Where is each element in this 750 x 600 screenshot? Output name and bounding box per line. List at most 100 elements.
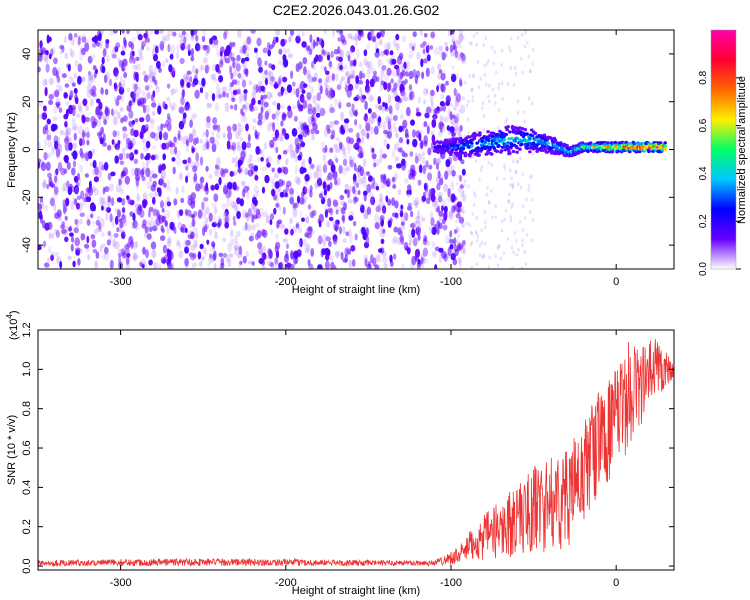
spectrogram-cell [178, 250, 184, 259]
spectrogram-cell [367, 175, 373, 183]
spectrogram-cell [266, 72, 271, 79]
spectrogram-cell [109, 213, 113, 222]
spectrogram-cell [340, 124, 344, 133]
spectrogram-cell [450, 44, 453, 53]
spectrogram-cell [310, 163, 315, 169]
spectrogram-cell [365, 122, 371, 132]
spectrogram-cell [382, 121, 386, 130]
spectrogram-cell [454, 107, 457, 112]
spectrogram-cell [367, 66, 373, 74]
spectrogram-cell [274, 245, 279, 254]
spectrogram-cell [507, 198, 510, 203]
spectrogram-cell [323, 194, 327, 202]
spectrogram-cell [510, 245, 514, 250]
spectrogram-cell [48, 77, 54, 86]
spectrogram-cell [364, 117, 370, 126]
spectrogram-cell [409, 239, 412, 246]
spectrogram-cell [358, 61, 363, 68]
spectrogram-cell [195, 152, 200, 162]
spectrogram-cell [393, 90, 399, 100]
spectrogram-cell [56, 103, 60, 109]
spectrogram-cell [43, 53, 48, 61]
spectrogram-cell [72, 160, 77, 168]
spectrogram-cell [484, 36, 488, 41]
spectrogram-cell [303, 83, 308, 88]
spectrogram-cell [465, 221, 469, 226]
spectrogram-cell [240, 114, 245, 124]
spectrogram-cell [476, 238, 479, 243]
spectrogram-cell [460, 151, 465, 155]
spectrogram-cell [423, 33, 428, 38]
spectrogram-cell [68, 33, 73, 41]
spectrogram-cell [99, 136, 105, 144]
spectrogram-cell [613, 140, 618, 145]
spectrogram-cell [457, 234, 461, 239]
spectrogram-cell [394, 156, 400, 162]
spectrogram-cell [330, 50, 335, 59]
spectrogram-cell [398, 137, 404, 144]
spectrogram-cell [139, 55, 145, 61]
spectrogram-cell [58, 107, 63, 113]
spectrogram-cell [247, 223, 251, 232]
spectrogram-cell [72, 142, 77, 150]
spectrogram-cell [53, 90, 59, 98]
spectrogram-cell [263, 245, 266, 252]
spectrogram-cell [151, 225, 158, 232]
spectrogram-cell [38, 114, 44, 120]
spectrogram-cell [514, 131, 518, 135]
spectrogram-cell [545, 150, 549, 154]
spectrogram-cell [57, 162, 63, 172]
spectrogram-cell [120, 229, 126, 235]
spectrogram-cell [234, 241, 240, 251]
spectrogram-cell [371, 153, 377, 160]
spectrogram-cell [378, 116, 382, 123]
spectrogram-cell [311, 77, 317, 82]
spectrogram-cell [421, 71, 425, 80]
spectrogram-cell [42, 181, 47, 189]
spectrogram-cell [252, 118, 257, 123]
spectrogram-cell [93, 176, 99, 183]
spectrogram-cell [457, 134, 461, 138]
spectrogram-cell [237, 72, 242, 79]
spectrogram-cell [277, 167, 282, 174]
spectrogram-cell [58, 50, 64, 55]
spectrogram-cell [515, 252, 519, 257]
spectrogram-cell [175, 88, 179, 94]
spectrogram-cell [436, 220, 441, 229]
spectrogram-cell [449, 244, 454, 250]
spectrogram-cell [258, 66, 263, 73]
spectrogram-cell [280, 137, 285, 142]
spectrogram-cell [248, 80, 253, 85]
spectrogram-cell [421, 151, 426, 157]
spectrogram-cell [114, 155, 119, 164]
spectrogram-cell [44, 78, 48, 86]
spectrogram-cell [422, 58, 428, 64]
spectrogram-cell [391, 212, 397, 218]
spectrogram-cell [229, 145, 235, 151]
spectrogram-cell [156, 85, 160, 94]
spectrogram-cell [64, 131, 70, 137]
spectrogram-cell [461, 96, 466, 101]
spectrogram-cell [482, 114, 486, 118]
spectrogram-cell [179, 135, 183, 142]
spectrogram-cell [122, 153, 127, 160]
spectrogram-cell [439, 140, 443, 144]
spectrogram-cell [490, 215, 494, 220]
spectrogram-cell [184, 257, 189, 267]
spectrogram-cell [340, 111, 344, 121]
spectrogram-cell [194, 74, 198, 80]
spectrogram-cell [506, 141, 510, 145]
spectrogram-cell [222, 91, 226, 98]
spectrogram-cell [211, 93, 216, 102]
spectrogram-cell [92, 221, 96, 227]
spectrogram-cell [460, 53, 466, 62]
spectrogram-cell [521, 238, 524, 243]
spectrogram-cell [370, 196, 376, 206]
spectrogram-cell [405, 242, 412, 249]
spectrogram-cell [459, 178, 463, 182]
spectrogram-cell [128, 41, 133, 48]
spectrogram-cell [346, 188, 350, 199]
spectrogram-cell [288, 36, 292, 42]
spectrogram-cell [295, 155, 299, 163]
spectrogram-cell [157, 165, 163, 174]
